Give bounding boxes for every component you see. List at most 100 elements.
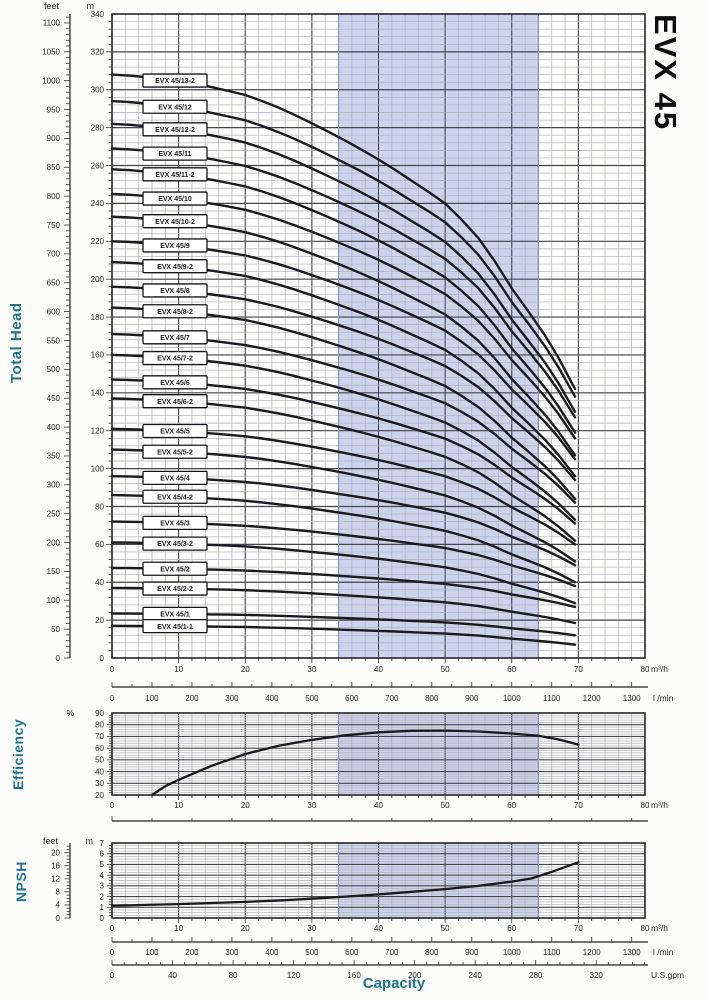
svg-text:EVX 45/1-1: EVX 45/1-1 — [157, 624, 193, 631]
svg-text:6: 6 — [100, 850, 105, 859]
curve-label-box — [142, 423, 208, 439]
curve-label-box — [142, 73, 208, 88]
curve-label-box — [142, 515, 208, 530]
curve-label-box — [142, 214, 208, 229]
svg-text:1100: 1100 — [543, 948, 561, 957]
svg-text:0: 0 — [56, 654, 61, 663]
x-axis-labels: 0 10 20 30 40 50 60 70 80 m³/h — [110, 923, 668, 933]
svg-text:260: 260 — [91, 161, 105, 170]
npsh-curve — [110, 861, 580, 907]
svg-text:320: 320 — [590, 971, 604, 980]
svg-text:30: 30 — [307, 801, 316, 810]
svg-text:450: 450 — [47, 394, 61, 403]
svg-text:80: 80 — [641, 665, 650, 674]
feet-axis: 0 4 8 12 16 20 feet — [43, 836, 71, 923]
svg-text:m: m — [87, 1, 95, 11]
svg-text:EVX 45/10-2: EVX 45/10-2 — [155, 219, 195, 226]
curve-label-box — [142, 283, 208, 298]
svg-text:%: % — [66, 708, 74, 718]
svg-text:30: 30 — [307, 924, 316, 933]
svg-text:U.S.gpm: U.S.gpm — [651, 970, 684, 980]
svg-text:1000: 1000 — [42, 76, 60, 85]
svg-text:100: 100 — [47, 596, 61, 605]
curve-label-box — [142, 146, 208, 161]
svg-text:400: 400 — [265, 694, 279, 703]
svg-text:4: 4 — [100, 871, 105, 880]
svg-text:350: 350 — [47, 452, 61, 461]
svg-text:EVX 45/2: EVX 45/2 — [160, 566, 190, 573]
x-axis-labels: 0 10 20 30 40 50 60 70 80 m³/h — [110, 664, 668, 674]
svg-text:EVX 45/5-2: EVX 45/5-2 — [157, 449, 193, 456]
svg-text:80: 80 — [229, 971, 238, 980]
svg-text:250: 250 — [47, 509, 61, 518]
svg-text:80: 80 — [95, 502, 104, 511]
svg-text:EVX 45/2-2: EVX 45/2-2 — [157, 586, 193, 593]
svg-text:550: 550 — [47, 336, 61, 345]
svg-text:1300: 1300 — [623, 948, 641, 957]
svg-text:l /min: l /min — [653, 693, 674, 703]
percent-axis: 20 30 40 50 60 70 80 90% — [66, 708, 112, 800]
svg-text:600: 600 — [345, 948, 359, 957]
svg-text:50: 50 — [51, 625, 60, 634]
svg-text:900: 900 — [465, 948, 479, 957]
svg-text:20: 20 — [241, 665, 250, 674]
svg-text:200: 200 — [47, 538, 61, 547]
svg-text:10: 10 — [174, 665, 183, 674]
curve-label-box — [142, 330, 208, 345]
chart-title: EVX 45 — [648, 14, 683, 132]
svg-text:EVX 45/11-2: EVX 45/11-2 — [155, 172, 194, 179]
svg-text:3: 3 — [100, 882, 105, 891]
svg-text:1100: 1100 — [43, 19, 61, 28]
svg-text:60: 60 — [95, 540, 104, 549]
svg-text:EVX 45/13-2: EVX 45/13-2 — [155, 78, 195, 85]
svg-text:70: 70 — [574, 665, 583, 674]
svg-text:800: 800 — [47, 192, 61, 201]
svg-text:1050: 1050 — [42, 48, 60, 57]
svg-text:160: 160 — [91, 351, 105, 360]
svg-text:feet: feet — [43, 836, 59, 846]
curve-label-box — [142, 581, 208, 596]
svg-text:20: 20 — [241, 801, 250, 810]
svg-text:150: 150 — [47, 567, 61, 576]
svg-text:0: 0 — [110, 924, 115, 933]
secondary-x-ruler: 0 100 200 300 400 500 600 700 800 900 1000 1100 1200… — [110, 682, 674, 703]
svg-text:60: 60 — [507, 665, 516, 674]
svg-text:0: 0 — [110, 665, 115, 674]
svg-text:EVX 45/7-2: EVX 45/7-2 — [157, 356, 193, 363]
curve-label-box — [142, 489, 208, 504]
svg-text:0: 0 — [110, 694, 115, 703]
svg-text:160: 160 — [347, 971, 361, 980]
svg-text:0: 0 — [110, 948, 115, 957]
svg-text:EVX 45/8-2: EVX 45/8-2 — [157, 309, 193, 316]
svg-text:1000: 1000 — [503, 948, 521, 957]
secondary-x-ruler: 0 100 200 300 400 500 600 700 800 900 1000 1100 1200… — [110, 937, 674, 957]
svg-text:EVX 45/4-2: EVX 45/4-2 — [157, 494, 193, 501]
svg-text:750: 750 — [47, 221, 61, 230]
svg-text:EVX 45/12-2: EVX 45/12-2 — [155, 127, 195, 134]
svg-text:900: 900 — [465, 694, 479, 703]
svg-text:700: 700 — [385, 948, 399, 957]
svg-text:50: 50 — [441, 801, 450, 810]
svg-text:90: 90 — [95, 709, 104, 718]
svg-text:1000: 1000 — [503, 694, 521, 703]
curve-label-box — [142, 619, 208, 634]
svg-text:60: 60 — [507, 924, 516, 933]
svg-text:240: 240 — [468, 971, 482, 980]
svg-text:500: 500 — [305, 948, 319, 957]
svg-text:8: 8 — [56, 888, 61, 897]
svg-text:50: 50 — [441, 924, 450, 933]
svg-text:800: 800 — [425, 694, 439, 703]
svg-text:4: 4 — [56, 901, 61, 910]
svg-text:feet: feet — [44, 1, 60, 11]
m-axis: 0 1 23 4 56 7m — [86, 836, 112, 923]
curve-label-box — [142, 304, 208, 319]
efficiency-band-and-grid — [111, 712, 646, 800]
svg-text:280: 280 — [529, 971, 543, 980]
m-axis: 0 20 40 60 80 100 120 140 160 180 200 220 240 260 280 3… — [87, 1, 112, 663]
svg-text:0: 0 — [100, 654, 105, 663]
secondary-x-ruler — [111, 816, 648, 822]
svg-text:300: 300 — [225, 694, 239, 703]
svg-text:20: 20 — [95, 791, 104, 800]
svg-text:950: 950 — [47, 105, 61, 114]
